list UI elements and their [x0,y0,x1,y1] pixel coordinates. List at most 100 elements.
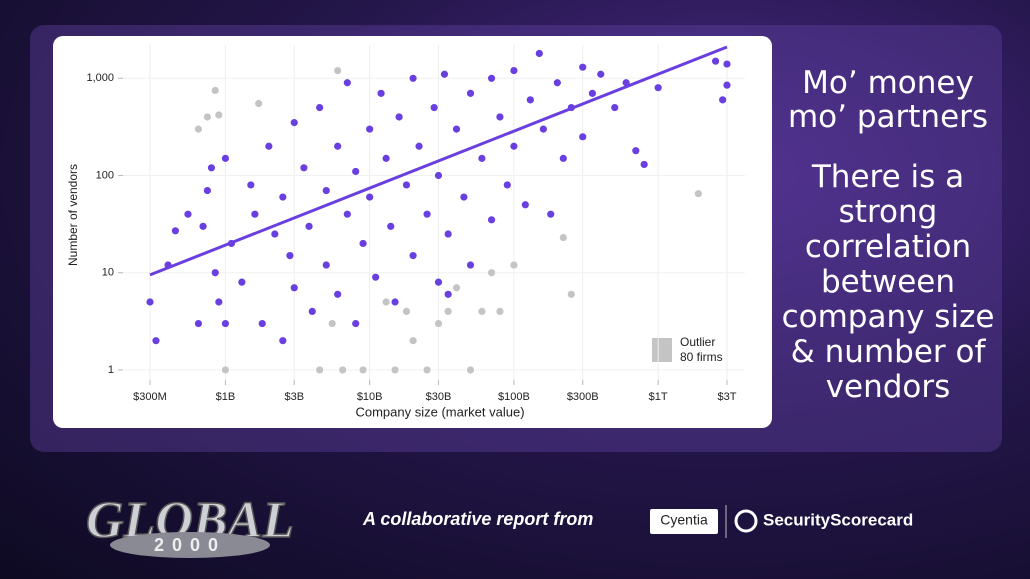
outlier-point [408,336,418,346]
point [171,226,180,236]
x-tick-label: $3T [717,391,736,403]
legend-swatch [652,338,672,362]
outlier-point [402,307,411,316]
logo-number: 2000 [154,535,226,555]
partner-2-icon [734,509,758,533]
x-axis-title: Company size (market value) [355,404,524,419]
outlier-point [333,66,343,75]
point [639,160,649,169]
point [487,73,496,83]
point [459,192,469,202]
outlier-point [477,307,487,316]
point [552,78,562,88]
outlier-point [221,365,230,375]
point [381,153,391,163]
point [422,209,432,219]
outlier-point [203,112,212,122]
point [653,83,663,93]
point [358,239,368,248]
x-tick-label: $100B [498,391,530,403]
outlier-point [390,365,400,375]
outlier-point [214,110,224,120]
outlier-point [422,365,432,375]
point [538,124,548,134]
y-tick-label: 100 [96,169,114,181]
point [452,124,461,134]
point [443,289,453,299]
point [210,268,220,278]
point [408,73,418,83]
point [333,289,343,299]
point [351,167,361,176]
trend-line [149,45,728,277]
point [214,297,224,307]
outlier-point [381,297,391,307]
point [257,319,267,328]
point [250,209,260,219]
outlier-point [495,307,505,316]
outlier-point [487,268,496,278]
logo-band [110,532,270,558]
point [237,277,247,287]
outlier-point [315,365,325,375]
outlier-point [338,365,348,375]
point [440,69,449,79]
point [578,132,588,142]
outlier-point [210,86,220,95]
x-tick-label: $300M [133,391,167,403]
point [408,251,418,261]
outlier-point [327,319,337,328]
outlier-point [558,233,568,242]
point [434,277,443,287]
outlier-point [434,319,443,328]
point [365,124,375,134]
point [315,103,325,112]
point [466,260,475,270]
point [270,229,280,239]
point [194,319,203,328]
point [289,283,299,293]
legend-label: Outlier [680,335,715,349]
point [587,88,597,98]
point [477,153,487,163]
point [203,186,212,195]
point [299,163,309,173]
y-tick-label: 1,000 [86,72,114,84]
point [495,112,505,122]
partner-1-badge [650,509,718,534]
x-tick-label: $3B [284,391,304,403]
point [333,141,343,151]
point [145,297,155,307]
point [278,336,288,346]
x-tick-label: $10B [357,391,383,403]
outlier-point [693,189,703,199]
point [264,141,274,151]
y-tick-label: 1 [108,364,114,376]
point [285,251,295,261]
chart-panel [53,36,772,428]
point [386,221,396,231]
point [342,78,352,88]
point [534,49,544,58]
partner-2: SecurityScorecard [763,510,913,529]
point [307,307,317,316]
body-text: There is a strong correlation between co… [781,159,995,405]
point [546,209,556,219]
point [321,260,331,270]
point [466,88,475,98]
x-tick-label: $1B [216,391,236,403]
point [631,146,641,156]
point [371,272,381,282]
point [151,336,161,346]
point [304,221,314,231]
point [487,215,496,225]
point [520,200,530,210]
point [342,209,352,219]
outlier-point [566,289,576,299]
outlier-point [194,124,203,134]
point [198,221,208,231]
point [365,192,375,202]
point [429,103,439,112]
